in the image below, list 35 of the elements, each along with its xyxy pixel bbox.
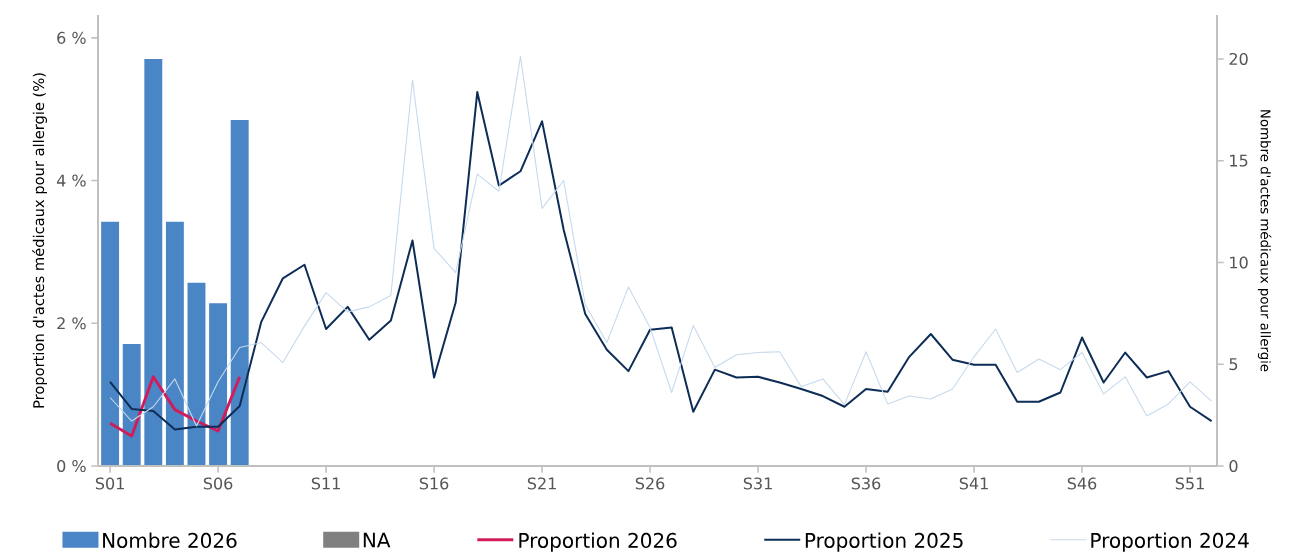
x-tick-label: S36 [851,477,881,490]
x-tick-label: S11 [311,477,340,490]
legend-label: Nombre 2026 [103,532,237,548]
y-tick-label: 0 % [57,459,86,473]
y2-axis-title: Nombre d'actes médicaux pour allergie [1257,110,1272,372]
legend-label: Proportion 2024 [1091,532,1249,552]
x-tick-label: S46 [1067,477,1097,490]
y-axis-title: Proportion d'actes médicaux pour allergie (%) [32,73,47,408]
y2-tick-label: 15 [1230,154,1248,167]
bar [144,58,163,466]
x-tick-label: S26 [635,477,665,490]
bar [101,221,120,466]
bar [187,282,206,466]
x-tick-label: S21 [527,477,556,490]
legend-label: NA [363,532,391,548]
y-tick-label: 2 % [57,317,86,330]
legend-label: Proportion 2026 [519,532,677,552]
legend-label: Proportion 2025 [805,532,963,552]
y-tick-label: 4 % [56,174,86,187]
x-tick-label: S16 [419,477,449,490]
y2-tick-label: 20 [1229,52,1248,65]
y2-tick-label: 5 [1229,358,1238,371]
y2-tick-label: 10 [1230,256,1248,269]
x-tick-label: S51 [1175,477,1204,490]
bar [122,343,141,466]
x-tick-label: S06 [203,477,233,490]
x-tick-label: S31 [743,477,772,490]
y2-tick-label: 0 [1229,459,1238,473]
bar [230,120,249,466]
bar [165,221,184,466]
x-tick-label: S41 [959,477,988,490]
y-tick-label: 6 % [57,31,86,44]
line-series [108,375,242,438]
x-tick-label: S01 [95,477,124,490]
bar [209,303,228,466]
